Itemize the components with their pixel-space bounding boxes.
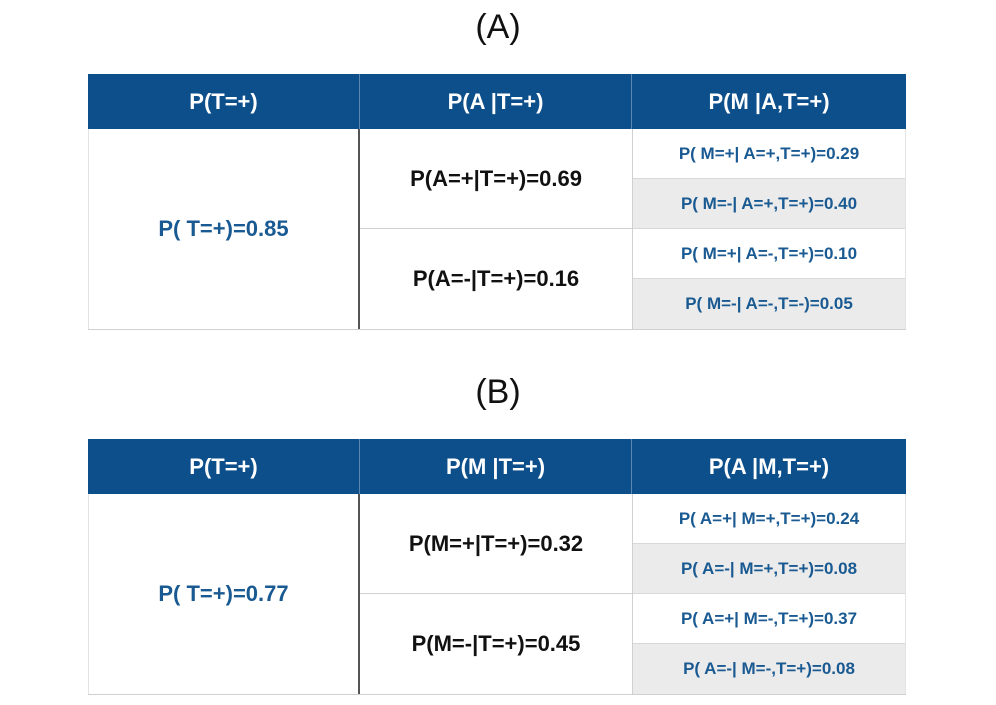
- panel-a-conditional-col3: P( M=+| A=+,T=+)=0.29 P( M=-| A=+,T=+)=0…: [632, 129, 906, 329]
- panel-a-col3-cell: P( M=-| A=-,T=-)=0.05: [633, 279, 905, 329]
- panel-a-header-col3: P(M |A,T=+): [708, 88, 830, 114]
- panel-a-col2-cell: P(A=-|T=+)=0.16: [412, 266, 580, 291]
- panel-a-col3-cell: P( M=+| A=-,T=+)=0.10: [633, 229, 905, 279]
- panel-b-conditional-col3: P( A=+| M=+,T=+)=0.24 P( A=-| M=+,T=+)=0…: [632, 494, 906, 694]
- panel-b-header-col2: P(M |T=+): [360, 439, 632, 494]
- panel-a-label: (A): [475, 8, 521, 46]
- panel-a-col2-cell: P(A=+|T=+)=0.69: [360, 129, 632, 229]
- panel-b-header-row: P(T=+) P(M |T=+) P(A |M,T=+): [88, 439, 906, 494]
- panel-b-conditional-col2: P(M=+|T=+)=0.32 P(M=-|T=+)=0.45: [360, 494, 632, 694]
- panel-b-header-col3: P(A |M,T=+): [708, 453, 830, 479]
- panel-b-col3-cell: P( A=-| M=+,T=+)=0.08: [633, 544, 905, 594]
- panel-b-table: P(T=+) P(M |T=+) P(A |M,T=+) P( T=+)=0.7…: [88, 439, 906, 695]
- panel-a-body: P( T=+)=0.85 P(A=+|T=+)=0.69 P(A=-|T=+)=…: [88, 129, 906, 330]
- panel-b-col3-cell: P( A=+| M=-,T=+)=0.37: [633, 594, 905, 644]
- panel-a-col3-cell: P( M=+| A=+,T=+)=0.29: [633, 129, 905, 179]
- panel-a-t-probability: P( T=+)=0.85: [88, 129, 360, 329]
- panel-b-t-probability: P( T=+)=0.77: [88, 494, 360, 694]
- panel-a-col3-cell: P( M=-| A=+,T=+)=0.40: [633, 179, 905, 229]
- panel-b-col2-cell: P(M=+|T=+)=0.32: [360, 494, 632, 594]
- panel-b-header-col1: P(T=+): [88, 439, 360, 494]
- panel-b-col3-cell: P( A=-| M=-,T=+)=0.08: [633, 644, 905, 694]
- panel-b-col2-cell: P(M=-|T=+)=0.45: [411, 631, 581, 656]
- panel-a-header-row: P(T=+) P(A |T=+) P(M |A,T=+): [88, 74, 906, 129]
- panel-b-col3-cell: P( A=+| M=+,T=+)=0.24: [633, 494, 905, 544]
- panel-b-label: (B): [475, 373, 521, 411]
- panel-a-table: P(T=+) P(A |T=+) P(M |A,T=+) P( T=+)=0.8…: [88, 74, 906, 330]
- panel-a-conditional-col2: P(A=+|T=+)=0.69 P(A=-|T=+)=0.16: [360, 129, 632, 329]
- panel-a-header-col1: P(T=+): [88, 74, 360, 129]
- panel-b-body: P( T=+)=0.77 P(M=+|T=+)=0.32 P(M=-|T=+)=…: [88, 494, 906, 695]
- panel-a-header-col2: P(A |T=+): [360, 74, 632, 129]
